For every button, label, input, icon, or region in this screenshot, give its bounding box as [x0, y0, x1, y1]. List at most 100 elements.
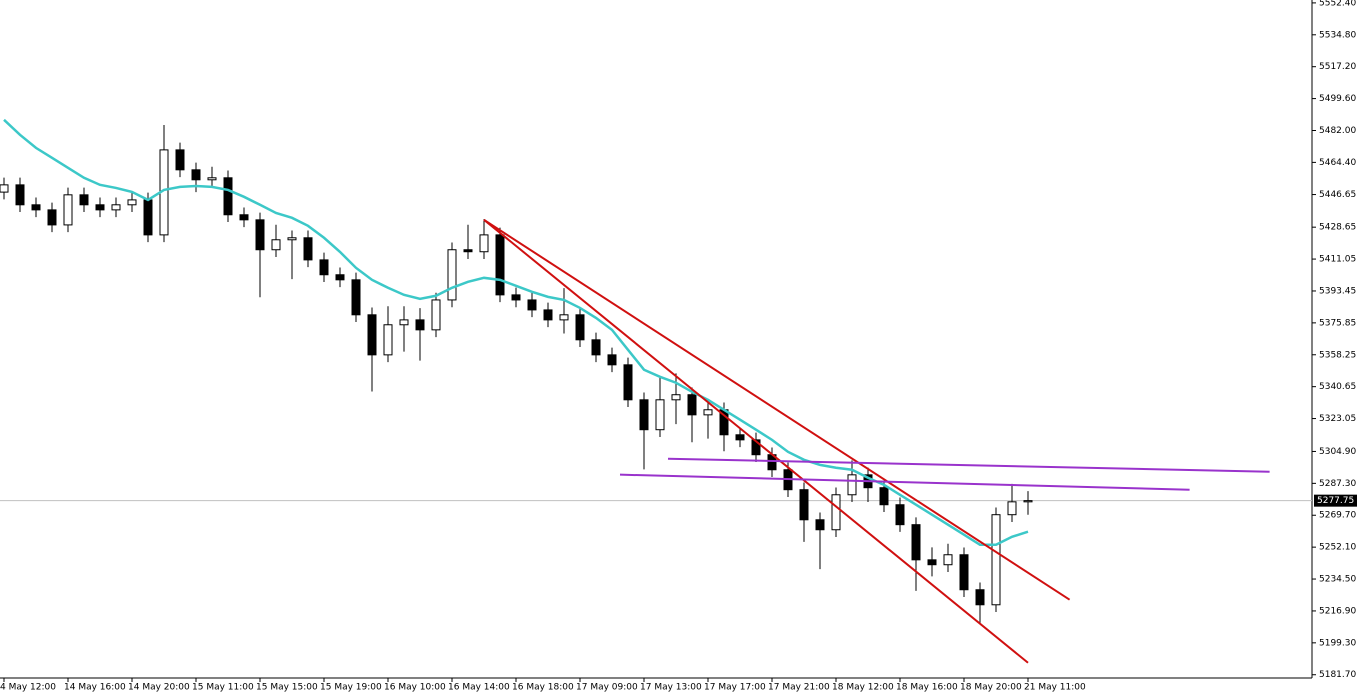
candle-body	[511, 294, 521, 301]
y-tick-label: 5323.05	[1319, 414, 1356, 424]
candle-body	[655, 399, 665, 431]
candle-body	[527, 299, 537, 311]
candle-body	[687, 394, 697, 416]
candle-body	[15, 184, 25, 206]
candle-body	[415, 319, 425, 331]
y-tick-label: 5446.65	[1319, 190, 1356, 200]
y-tick-label: 5340.65	[1319, 382, 1356, 392]
candle-body	[303, 237, 313, 261]
candle-body	[383, 324, 393, 356]
candle-body	[191, 169, 201, 181]
x-tick-label: 15 May 11:00	[192, 683, 254, 693]
x-tick-label: 14 May 20:00	[128, 683, 190, 693]
candle-body	[815, 519, 825, 531]
current-price-box	[1314, 494, 1357, 507]
candle-body	[591, 339, 601, 356]
x-tick-label: 4 May 12:00	[0, 683, 56, 693]
x-tick-label: 17 May 17:00	[704, 683, 766, 693]
y-tick-label: 5199.30	[1319, 638, 1356, 648]
trend-line	[619, 473, 1190, 491]
candle-body	[239, 214, 249, 221]
candle-body	[31, 204, 41, 211]
candle-body	[1023, 500, 1033, 503]
candle-body	[879, 487, 889, 506]
candle-body	[0, 184, 9, 193]
candle-body	[255, 219, 265, 251]
candle-body	[831, 494, 841, 531]
y-tick-label: 5287.30	[1319, 479, 1356, 489]
candle-body	[367, 314, 377, 356]
candle-body	[95, 204, 105, 211]
x-tick-label: 17 May 13:00	[640, 683, 702, 693]
y-tick-label: 5181.70	[1319, 670, 1356, 680]
candle-body	[895, 504, 905, 526]
x-tick-label: 16 May 10:00	[384, 683, 446, 693]
y-tick-label: 5552.40	[1319, 0, 1356, 8]
candle-body	[959, 554, 969, 591]
candle-body	[751, 439, 761, 456]
candle-body	[319, 259, 329, 276]
x-tick-label: 21 May 11:00	[1024, 683, 1086, 693]
candle-body	[447, 249, 457, 301]
y-tick-label: 5534.80	[1319, 30, 1356, 40]
y-tick-label: 5517.20	[1319, 62, 1356, 72]
candle-body	[143, 199, 153, 236]
candle-body	[847, 474, 857, 496]
candle-body	[207, 177, 217, 181]
candle-body	[703, 409, 713, 416]
trend-line	[667, 457, 1270, 473]
candle-body	[1007, 501, 1017, 516]
y-tick-label: 5464.40	[1319, 158, 1356, 168]
candle-body	[127, 199, 137, 206]
candle-body	[671, 394, 681, 401]
candle-body	[335, 274, 345, 281]
candle-body	[559, 314, 569, 321]
candle-body	[271, 239, 281, 251]
y-tick-label: 5216.90	[1319, 606, 1356, 616]
x-tick-label: 16 May 14:00	[448, 683, 510, 693]
x-tick-label: 18 May 12:00	[832, 683, 894, 693]
candle-body	[175, 149, 185, 171]
y-tick-label: 5375.85	[1319, 318, 1356, 328]
y-tick-label: 5304.90	[1319, 447, 1356, 457]
x-tick-label: 18 May 16:00	[896, 683, 958, 693]
candle-body	[223, 177, 233, 216]
candle-body	[111, 204, 121, 211]
y-tick-label: 5234.50	[1319, 575, 1356, 585]
y-tick-label: 5428.65	[1319, 223, 1356, 233]
x-tick-label: 17 May 21:00	[768, 683, 830, 693]
candle-body	[63, 194, 73, 226]
candle-body	[287, 237, 297, 241]
y-tick-label: 5269.70	[1319, 511, 1356, 521]
candle-body	[799, 489, 809, 521]
x-tick-label: 15 May 15:00	[256, 683, 318, 693]
candle-body	[351, 279, 361, 316]
candle-body	[399, 319, 409, 326]
y-tick-label: 5252.10	[1319, 543, 1356, 553]
candle-body	[463, 249, 473, 253]
y-tick-label: 5482.00	[1319, 126, 1356, 136]
candle-body	[607, 354, 617, 366]
candle-body	[495, 234, 505, 296]
trend-line	[483, 219, 1029, 664]
candle-body	[623, 364, 633, 401]
x-tick-label: 17 May 09:00	[576, 683, 638, 693]
moving-average	[3, 118, 1029, 547]
candle-body	[575, 314, 585, 341]
x-tick-label: 15 May 19:00	[320, 683, 382, 693]
x-tick-label: 16 May 18:00	[512, 683, 574, 693]
candle-body	[47, 209, 57, 226]
y-tick-label: 5393.45	[1319, 286, 1356, 296]
candle-body	[479, 234, 489, 253]
x-tick-label: 18 May 20:00	[960, 683, 1022, 693]
candle-body	[911, 524, 921, 561]
candle-body	[991, 514, 1001, 606]
candle-body	[79, 194, 89, 206]
trend-line	[483, 218, 1071, 601]
candle-body	[927, 559, 937, 566]
x-tick-label: 14 May 16:00	[64, 683, 126, 693]
y-tick-label: 5358.25	[1319, 350, 1356, 360]
candle-body	[735, 434, 745, 441]
candle-body	[943, 554, 953, 566]
